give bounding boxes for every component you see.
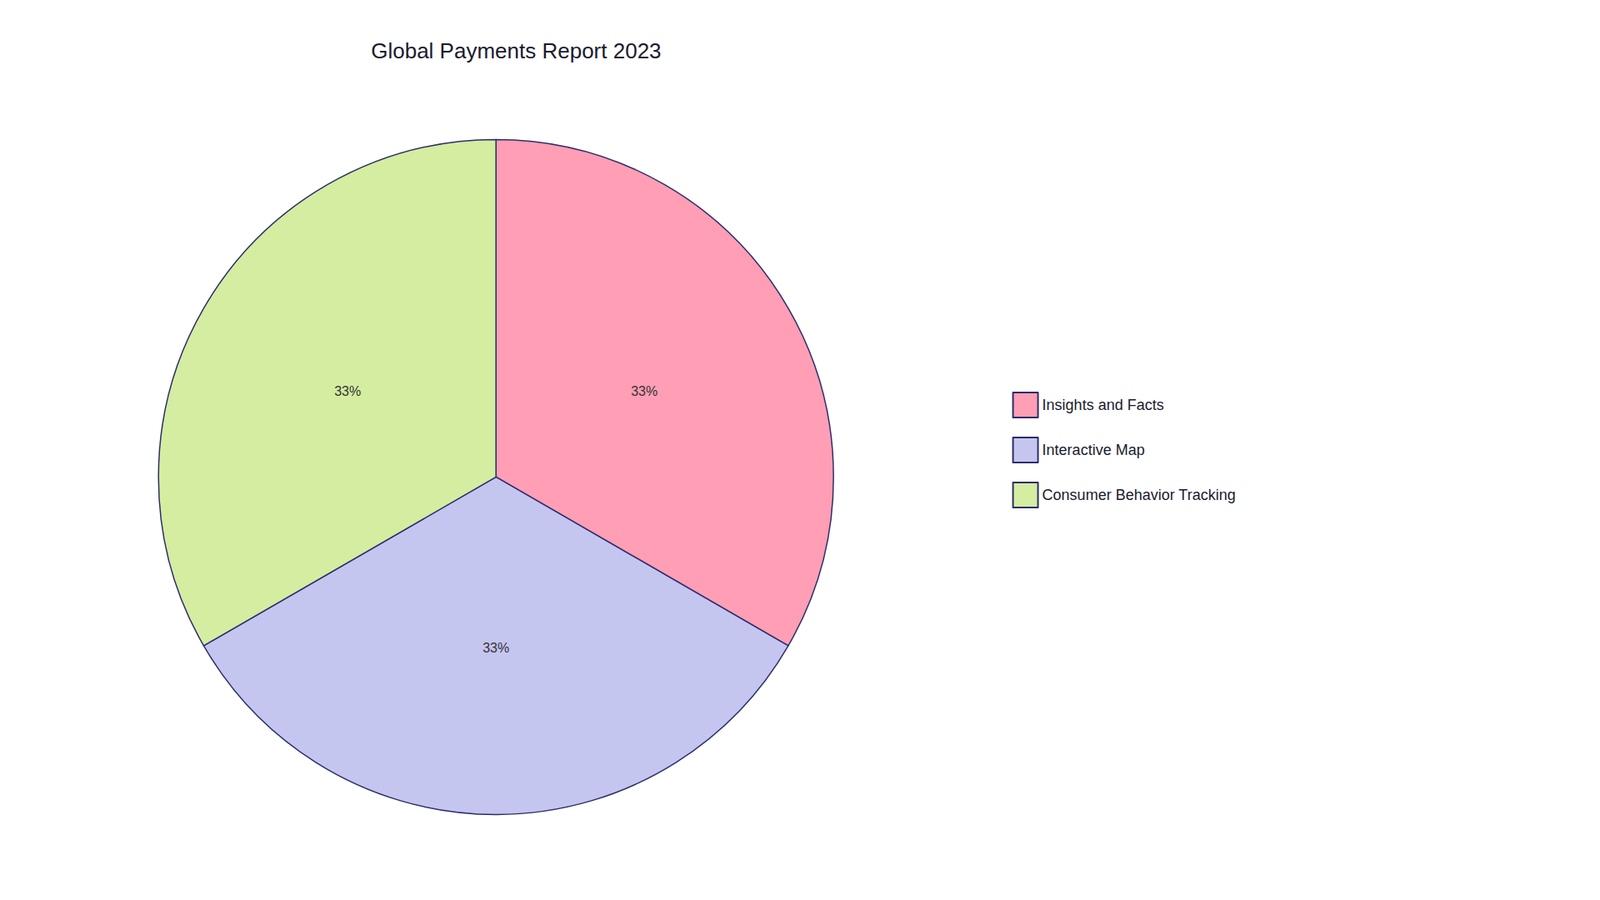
svg-text:Global Payments Report 2023: Global Payments Report 2023 bbox=[370, 38, 661, 64]
svg-text:33%: 33% bbox=[630, 384, 658, 399]
svg-text:33%: 33% bbox=[482, 640, 510, 655]
svg-text:Insights and Facts: Insights and Facts bbox=[1042, 396, 1165, 414]
svg-text:Consumer Behavior Tracking: Consumer Behavior Tracking bbox=[1042, 486, 1236, 504]
svg-text:Interactive Map: Interactive Map bbox=[1042, 441, 1145, 459]
svg-text:33%: 33% bbox=[334, 384, 361, 399]
